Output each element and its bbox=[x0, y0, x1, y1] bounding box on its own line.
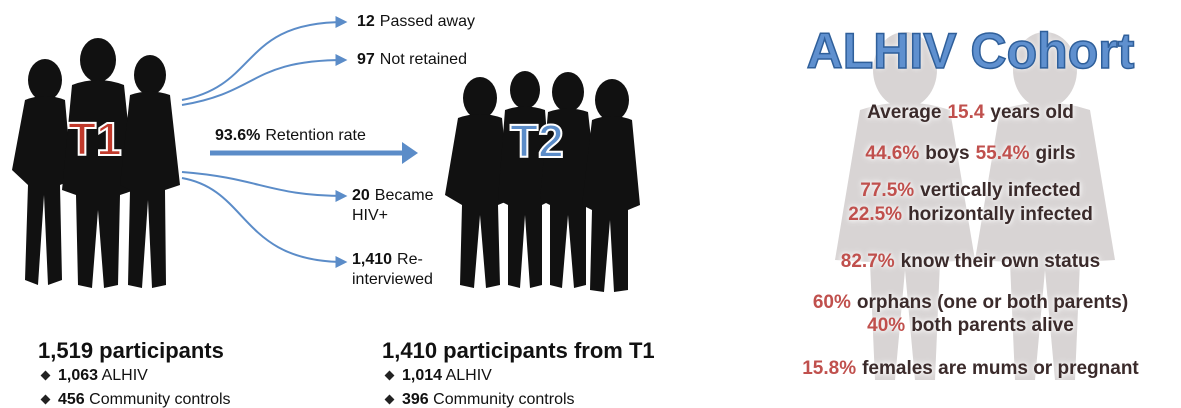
summary-item: 1,063 ALHIV bbox=[38, 364, 231, 388]
item-text: ALHIV bbox=[446, 367, 492, 384]
cohort-line: 60% orphans (one or both parents) bbox=[760, 292, 1181, 314]
retention-text: Retention rate bbox=[265, 127, 366, 144]
retention-number: 93.6% bbox=[215, 127, 260, 144]
cohort-text: both parents alive bbox=[911, 315, 1074, 337]
cohort-text: girls bbox=[1035, 143, 1075, 165]
outcome-number: 97 bbox=[357, 51, 375, 68]
item-number: 1,063 bbox=[58, 367, 98, 384]
cohort-stat: 77.5% bbox=[860, 180, 914, 202]
t1-label: T1 bbox=[68, 112, 122, 166]
outcome-text: Passed away bbox=[380, 13, 475, 30]
item-text: Community controls bbox=[433, 391, 574, 408]
cohort-stat: 82.7% bbox=[841, 251, 895, 273]
item-text: ALHIV bbox=[102, 367, 148, 384]
cohort-line: 40% both parents alive bbox=[760, 315, 1181, 337]
outcome-number: 12 bbox=[357, 13, 375, 30]
cohort-text: Average bbox=[867, 102, 941, 124]
summary-item: 396 Community controls bbox=[382, 388, 655, 408]
summary-item: 1,014 ALHIV bbox=[382, 364, 655, 388]
item-number: 456 bbox=[58, 391, 85, 408]
outcome-number: 20 bbox=[352, 187, 370, 204]
retention: 93.6% Retention rate bbox=[215, 126, 366, 146]
cohort-title: ALHIV Cohort bbox=[760, 22, 1181, 80]
t1-summary: 1,519 participants 1,063 ALHIV 456 Commu… bbox=[38, 338, 231, 408]
outcome-number: 1,410 bbox=[352, 251, 392, 268]
cohort-line: 15.8% females are mums or pregnant bbox=[760, 358, 1181, 380]
retention-arrowhead bbox=[402, 142, 418, 164]
t2-summary: 1,410 participants from T1 1,014 ALHIV 3… bbox=[382, 338, 655, 408]
item-number: 1,014 bbox=[402, 367, 442, 384]
cohort-stat: 15.8% bbox=[802, 358, 856, 380]
item-text: Community controls bbox=[89, 391, 230, 408]
cohort-stat: 22.5% bbox=[848, 204, 902, 226]
outcome: 97 Not retained bbox=[357, 50, 517, 70]
cohort-stat: 60% bbox=[813, 292, 851, 314]
cohort-line: 22.5% horizontally infected bbox=[760, 204, 1181, 226]
cohort-stat: 15.4 bbox=[947, 102, 984, 124]
cohort-text: orphans (one or both parents) bbox=[857, 292, 1128, 314]
cohort-stat: 44.6% bbox=[865, 143, 919, 165]
cohort-text: years old bbox=[990, 102, 1073, 124]
cohort-line: 82.7% know their own status bbox=[760, 251, 1181, 273]
page: T1 T2 93.6%Retention rate 12Passed away … bbox=[0, 0, 1181, 408]
cohort-line: 44.6% boys 55.4%girls bbox=[760, 143, 1181, 165]
cohort-line: Average 15.4 years old bbox=[760, 102, 1181, 124]
cohort-text: females are mums or pregnant bbox=[862, 358, 1139, 380]
t2-label: T2 bbox=[510, 114, 564, 168]
cohort-text: know their own status bbox=[901, 251, 1101, 273]
cohort-line: 77.5% vertically infected bbox=[760, 180, 1181, 202]
outcome: 12 Passed away bbox=[357, 12, 517, 32]
cohort-stat: 55.4% bbox=[976, 143, 1030, 165]
cohort-text: vertically infected bbox=[920, 180, 1081, 202]
cohort-stat: 40% bbox=[867, 315, 905, 337]
summary-title: 1,410 participants from T1 bbox=[382, 338, 655, 364]
cohort-text: horizontally infected bbox=[908, 204, 1093, 226]
summary-item: 456 Community controls bbox=[38, 388, 231, 408]
outcome-text: Not retained bbox=[380, 51, 467, 68]
t2-silhouettes bbox=[445, 71, 640, 292]
cohort-panel: ALHIV Cohort Average 15.4 years old 44.6% bo… bbox=[760, 0, 1181, 408]
cohort-text: boys bbox=[925, 143, 969, 165]
item-number: 396 bbox=[402, 391, 429, 408]
summary-title: 1,519 participants bbox=[38, 338, 231, 364]
